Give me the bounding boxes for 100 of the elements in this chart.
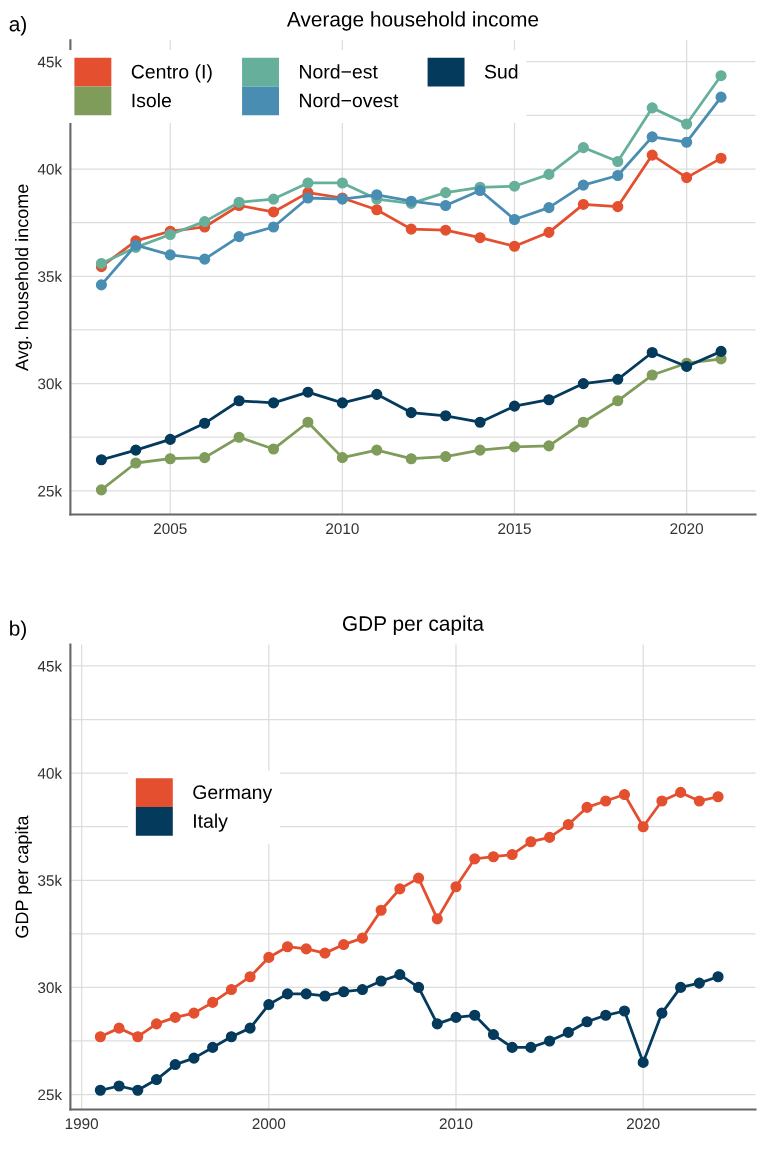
point (199, 417, 211, 429)
point (646, 369, 658, 381)
point (94, 1031, 106, 1043)
point (371, 189, 383, 201)
point (656, 1007, 668, 1019)
point (474, 232, 486, 244)
legend-label: Nord−est (300, 64, 378, 79)
point (600, 795, 612, 807)
point (450, 881, 462, 893)
point (440, 187, 452, 199)
point (543, 168, 555, 180)
point (169, 1059, 181, 1071)
point (715, 152, 727, 164)
y-tick-label: 35k (38, 874, 63, 886)
point (132, 1084, 144, 1096)
point (506, 849, 518, 861)
y-tick-label: 30k (38, 378, 63, 390)
point (487, 1029, 499, 1041)
point (113, 1022, 125, 1034)
y-tick-label: 35k (38, 270, 63, 282)
point (336, 397, 348, 409)
point (543, 440, 555, 452)
point (577, 142, 589, 154)
point (450, 1011, 462, 1023)
point (244, 1022, 256, 1034)
point (267, 397, 280, 409)
point (302, 177, 314, 189)
point (562, 1026, 574, 1038)
point (164, 228, 176, 241)
y-tick-label: 30k (38, 981, 63, 994)
point (675, 981, 687, 993)
point (525, 1041, 537, 1053)
point (646, 102, 658, 114)
point (612, 169, 624, 182)
point (637, 1056, 649, 1068)
point (375, 904, 387, 916)
point (562, 819, 574, 831)
x-tick-label: 2020 (670, 523, 704, 535)
point (267, 206, 280, 218)
point (263, 999, 275, 1011)
point (715, 70, 727, 82)
chart-title: Average household income (286, 11, 539, 31)
point (577, 198, 589, 210)
point (95, 484, 107, 496)
point (413, 872, 425, 884)
point (336, 452, 348, 464)
x-tick-label: 2000 (252, 1118, 286, 1130)
point (302, 192, 314, 204)
point (405, 453, 417, 465)
legend-label: Isole (132, 93, 171, 108)
x-tick-label: 2020 (626, 1118, 660, 1130)
point (95, 279, 107, 291)
point (188, 1007, 200, 1019)
y-tick-label: 40k (37, 163, 63, 175)
point (225, 1031, 237, 1043)
point (440, 199, 452, 212)
point (94, 1084, 106, 1096)
y-axis-title: Avg. household income (15, 184, 32, 372)
point (469, 853, 481, 865)
point (581, 1016, 593, 1028)
text: a) (9, 16, 26, 36)
point (164, 249, 176, 261)
point (508, 240, 521, 252)
point (281, 988, 294, 1000)
point (581, 801, 593, 813)
point (715, 345, 727, 357)
point (164, 453, 176, 465)
y-tick-label: 45k (37, 56, 63, 68)
x-tick-label: 2005 (154, 523, 187, 535)
point (612, 395, 624, 407)
point (336, 177, 348, 189)
point (130, 444, 142, 456)
point (150, 1074, 163, 1086)
point (405, 407, 417, 419)
point (199, 216, 211, 228)
point (356, 984, 368, 996)
point (715, 91, 727, 103)
point (440, 410, 452, 422)
point (371, 204, 383, 216)
point (637, 821, 649, 833)
point (577, 416, 589, 428)
point (371, 388, 383, 400)
point (618, 1005, 631, 1017)
point (281, 941, 294, 953)
point (474, 416, 486, 428)
point (508, 441, 521, 453)
point (302, 386, 314, 398)
point (371, 444, 383, 456)
point (431, 913, 443, 925)
point (681, 172, 693, 184)
point (413, 981, 425, 993)
point (474, 184, 486, 197)
legend-label: Nord−ovest (300, 93, 399, 108)
point (543, 226, 555, 238)
point (263, 951, 275, 963)
point (612, 201, 624, 213)
point (113, 1080, 125, 1092)
point (681, 136, 693, 148)
legend-label: Sud (484, 64, 518, 79)
point (233, 196, 245, 208)
